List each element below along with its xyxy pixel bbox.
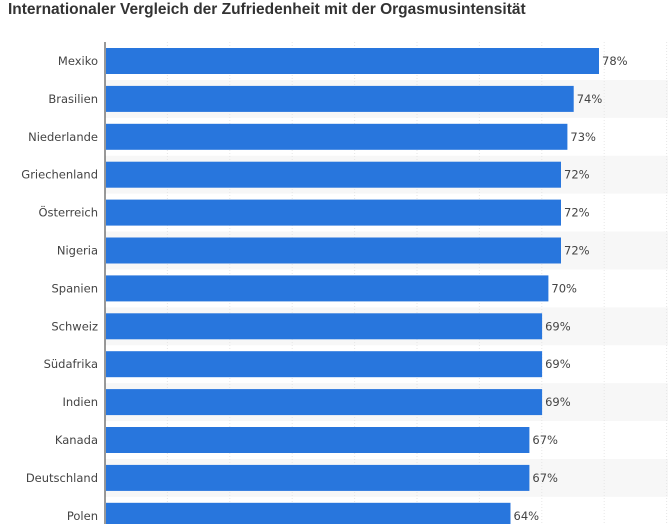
bar-10[interactable] xyxy=(106,427,530,453)
category-label: Niederlande xyxy=(28,130,98,144)
bar-6[interactable] xyxy=(106,275,549,302)
category-label: Schweiz xyxy=(51,319,98,333)
value-labels: 78% 74% 73% 72% 72% 72% 70% 69% 69% 69% 67% 67% 64% xyxy=(514,54,628,523)
data-label: 67% xyxy=(532,433,558,447)
data-label: 72% xyxy=(564,206,590,220)
bar-2[interactable] xyxy=(106,123,568,150)
data-label: 70% xyxy=(551,281,577,295)
data-label: 69% xyxy=(545,395,571,409)
data-label: 69% xyxy=(545,357,571,371)
data-label: 72% xyxy=(564,168,590,182)
category-label: Mexiko xyxy=(58,54,98,68)
category-label: Polen xyxy=(67,509,98,523)
data-label: 78% xyxy=(602,54,628,68)
data-label: 67% xyxy=(532,471,558,485)
bar-1[interactable] xyxy=(106,85,574,112)
bar-3[interactable] xyxy=(106,161,561,188)
bar-7[interactable] xyxy=(106,313,543,340)
data-label: 73% xyxy=(570,130,596,144)
bar-12[interactable] xyxy=(106,502,511,524)
category-label: Österreich xyxy=(38,204,98,220)
bar-8[interactable] xyxy=(106,351,543,378)
data-label: 64% xyxy=(514,509,540,523)
category-label: Griechenland xyxy=(21,168,98,182)
data-label: 72% xyxy=(564,244,590,258)
bars xyxy=(106,48,599,524)
data-label: 69% xyxy=(545,319,571,333)
bar-9[interactable] xyxy=(106,389,543,416)
category-label: Südafrika xyxy=(44,357,98,371)
data-label: 74% xyxy=(577,92,603,106)
bar-5[interactable] xyxy=(106,237,561,264)
category-label: Kanada xyxy=(55,433,98,447)
bar-11[interactable] xyxy=(106,464,530,491)
bar-4[interactable] xyxy=(106,199,561,226)
chart-title: Internationaler Vergleich der Zufriedenh… xyxy=(8,1,526,18)
category-label: Deutschland xyxy=(26,471,98,485)
category-label: Nigeria xyxy=(57,244,98,258)
bar-0[interactable] xyxy=(106,48,599,74)
category-label: Spanien xyxy=(52,281,99,295)
category-labels: Mexiko Brasilien Niederlande Griechenland Ös… xyxy=(21,54,98,523)
category-label: Brasilien xyxy=(48,92,98,106)
category-label: Indien xyxy=(62,395,98,409)
